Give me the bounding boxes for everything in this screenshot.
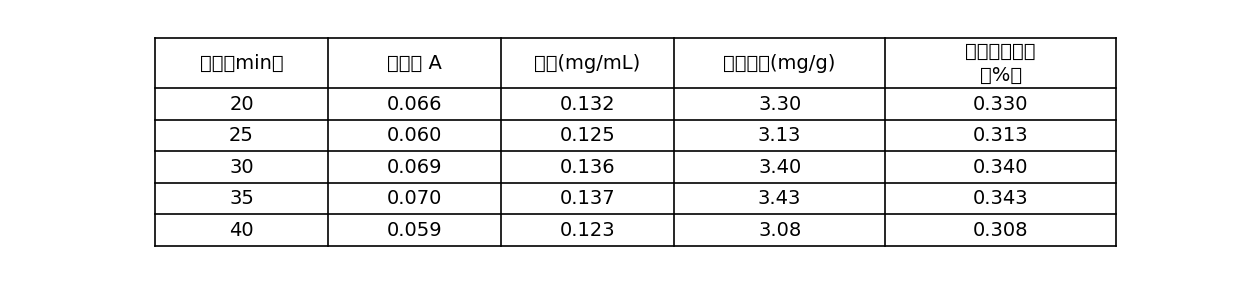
Text: 3.30: 3.30 (758, 95, 801, 114)
Text: 黄酮含量(mg/g): 黄酮含量(mg/g) (723, 54, 836, 73)
Text: 0.132: 0.132 (559, 95, 615, 114)
Text: 3.13: 3.13 (758, 126, 801, 145)
Text: 3.43: 3.43 (758, 189, 801, 208)
Text: 25: 25 (229, 126, 254, 145)
Text: 0.070: 0.070 (387, 189, 443, 208)
Text: 吸光度 A: 吸光度 A (387, 54, 441, 73)
Text: 0.340: 0.340 (973, 158, 1028, 176)
Text: 35: 35 (229, 189, 254, 208)
Text: 0.069: 0.069 (387, 158, 443, 176)
Text: 0.137: 0.137 (559, 189, 615, 208)
Text: 3.08: 3.08 (758, 221, 801, 239)
Text: 0.136: 0.136 (559, 158, 615, 176)
Text: 黄酮得率（重
量%）: 黄酮得率（重 量%） (966, 42, 1035, 85)
Text: 0.066: 0.066 (387, 95, 443, 114)
Text: 20: 20 (229, 95, 254, 114)
Text: 0.313: 0.313 (973, 126, 1028, 145)
Text: 0.123: 0.123 (559, 221, 615, 239)
Text: 0.125: 0.125 (559, 126, 615, 145)
Text: 3.40: 3.40 (758, 158, 801, 176)
Text: 0.060: 0.060 (387, 126, 443, 145)
Text: 时间（min）: 时间（min） (200, 54, 283, 73)
Text: 40: 40 (229, 221, 254, 239)
Text: 30: 30 (229, 158, 254, 176)
Text: 0.343: 0.343 (973, 189, 1028, 208)
Text: 浓度(mg/mL): 浓度(mg/mL) (534, 54, 641, 73)
Text: 0.330: 0.330 (973, 95, 1028, 114)
Text: 0.308: 0.308 (973, 221, 1028, 239)
Text: 0.059: 0.059 (387, 221, 443, 239)
